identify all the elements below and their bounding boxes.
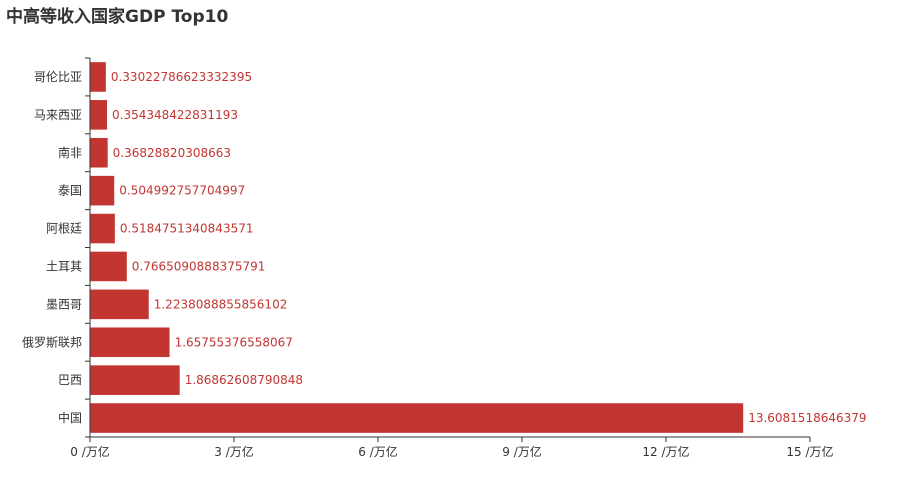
data-label: 1.2238088855856102: [154, 297, 288, 311]
y-tick-label: 阿根廷: [46, 222, 82, 236]
y-tick-label: 俄罗斯联邦: [22, 335, 82, 349]
chart-title: 中高等收入国家GDP Top10: [6, 7, 229, 27]
y-tick-label: 马来西亚: [34, 108, 82, 122]
x-tick-label: 0 /万亿: [70, 444, 110, 459]
data-labels-group: 13.6081518646379 1.86862608790848 1.657553…: [111, 70, 867, 425]
bar: [90, 327, 170, 358]
bar: [90, 100, 108, 130]
data-label: 1.86862608790848: [185, 373, 303, 387]
bar: [90, 289, 149, 320]
data-label: 0.504992757704997: [119, 184, 245, 198]
data-label: 0.33022786623332395: [111, 70, 252, 84]
data-label: 0.354348422831193: [112, 108, 238, 122]
x-tick-label: 9 /万亿: [502, 444, 542, 459]
x-tick-label: 3 /万亿: [214, 444, 254, 459]
x-tick-label: 12 /万亿: [642, 444, 689, 459]
bar: [90, 403, 744, 433]
bar: [90, 175, 115, 206]
data-label: 0.7665090888375791: [132, 259, 266, 273]
data-label: 0.5184751340843571: [120, 222, 254, 236]
y-axis: 中国 巴西 俄罗斯联邦 墨西哥 土耳其 阿根廷 泰国 南非 马来西亚 哥伦比亚: [22, 57, 91, 438]
data-label: 1.65755376558067: [175, 335, 293, 349]
x-tick-label: 6 /万亿: [358, 444, 398, 459]
bar: [90, 365, 180, 395]
bar: [90, 62, 106, 92]
y-tick-label: 哥伦比亚: [34, 69, 82, 84]
y-tick-label: 巴西: [58, 373, 82, 387]
y-tick-label: 南非: [58, 145, 82, 160]
data-label: 13.6081518646379: [748, 411, 866, 425]
bar: [90, 251, 127, 282]
x-axis: 0 /万亿 3 /万亿 6 /万亿 9 /万亿 12 /万亿 15 /万亿: [70, 436, 834, 459]
y-tick-label: 墨西哥: [46, 297, 82, 311]
bar: [90, 213, 115, 244]
y-tick-label: 泰国: [58, 184, 82, 198]
y-tick-label: 中国: [58, 410, 82, 425]
y-tick-label: 土耳其: [46, 259, 82, 273]
x-tick-label: 15 /万亿: [786, 444, 833, 459]
bars-group: [90, 62, 744, 433]
bar: [90, 137, 108, 168]
data-label: 0.36828820308663: [113, 146, 231, 160]
